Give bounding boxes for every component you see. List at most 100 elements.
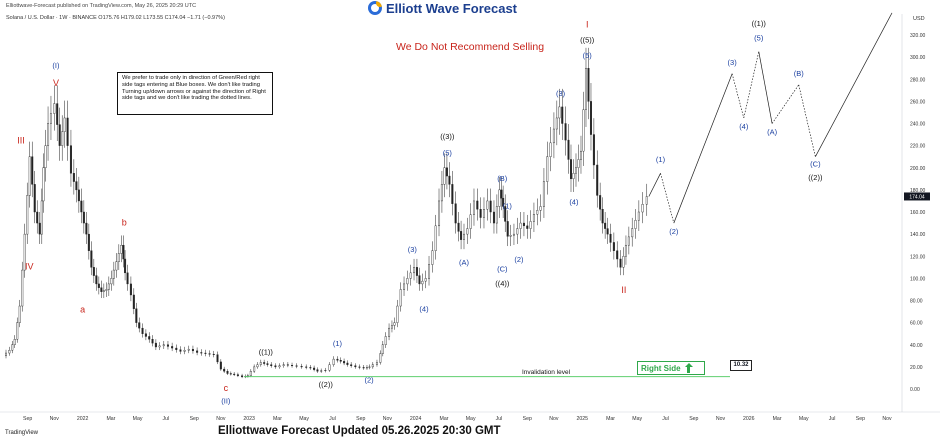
candle [418,267,421,291]
candle [616,241,619,268]
candle [443,153,446,198]
candle [11,340,14,354]
candle [555,100,558,146]
candle [309,365,312,370]
candle [63,100,66,148]
candle [558,88,561,135]
wave-label: (5) [583,51,593,60]
candle [219,359,222,371]
wave-label: II [621,285,626,295]
candle [259,359,262,367]
candle [604,212,607,239]
publisher-line: Elliottwave-Forecast published on Tradin… [6,3,197,9]
candle [634,209,637,239]
candle [336,356,339,363]
wave-label: (1) [503,202,513,211]
candle [263,359,266,366]
candle [112,261,115,286]
candle [612,232,615,260]
candle [72,159,75,195]
candle [90,241,93,276]
x-tick-label: Sep [356,416,365,422]
candle [316,367,319,373]
chart-grid [0,14,940,413]
candle [413,258,416,281]
wave-label: (B) [497,174,508,183]
candle [208,350,211,357]
candle [183,346,186,355]
candle [69,129,72,187]
candle [379,350,382,365]
x-tick-label: Nov [882,416,892,422]
candle [502,185,505,218]
candle [18,299,21,328]
candle [200,349,203,356]
x-tick-label: Nov [383,416,393,422]
candle [236,372,239,378]
invalidation-value: 10.32 [730,360,752,371]
candle [31,141,34,198]
candle [16,317,19,343]
candle [577,144,580,182]
candle [549,126,552,172]
candle [609,223,612,252]
candle [569,144,572,192]
candle [8,346,11,356]
candle [66,100,69,161]
candle [339,357,342,364]
candle [120,235,123,263]
wave-label: ((5)) [580,36,595,45]
candle [512,223,515,246]
x-tick-label: May [632,416,642,422]
candle [451,170,454,216]
y-tick-label: 180.00 [910,188,926,194]
candle [124,250,127,281]
candle [504,194,507,233]
x-tick-label: May [299,416,309,422]
candle [278,363,281,369]
candle [320,368,323,373]
x-tick-label: Mar [606,416,615,422]
headline: We Do Not Recommend Selling [396,41,545,53]
wave-label: (4) [569,197,579,206]
candle [500,176,503,211]
wave-label: (2) [364,375,374,384]
currency-label: USD [913,16,925,22]
candle [381,340,384,357]
candle [498,176,501,218]
x-tick-label: May [799,416,809,422]
candle [36,200,39,234]
candle [95,267,98,291]
x-tick-label: 2025 [576,416,588,422]
candle [328,362,331,372]
candle [627,226,630,255]
candle [354,363,357,369]
candle [115,253,118,278]
x-tick-label: 2023 [243,416,255,422]
y-tick-label: 40.00 [910,343,923,349]
candle [532,202,535,233]
candle [102,283,105,299]
candle [645,183,648,216]
candle [526,214,529,239]
candle [270,362,273,368]
candle [132,288,135,315]
candle [97,276,100,295]
candle [375,359,378,367]
brand: Elliott Wave Forecast [368,0,517,16]
x-tick-label: Jul [662,416,669,422]
candle [462,223,465,250]
wave-label: (1) [656,155,666,164]
candle [58,107,61,161]
candle [179,346,182,355]
candle [61,115,64,161]
wave-label: (2) [514,255,524,264]
y-tick-label: 140.00 [910,232,926,238]
strategy-note: We prefer to trade only in direction of … [117,72,273,115]
candle [592,118,595,179]
wave-label: (5) [754,34,764,43]
x-tick-label: Jul [829,416,836,422]
candle [438,188,441,237]
candle [495,194,498,234]
